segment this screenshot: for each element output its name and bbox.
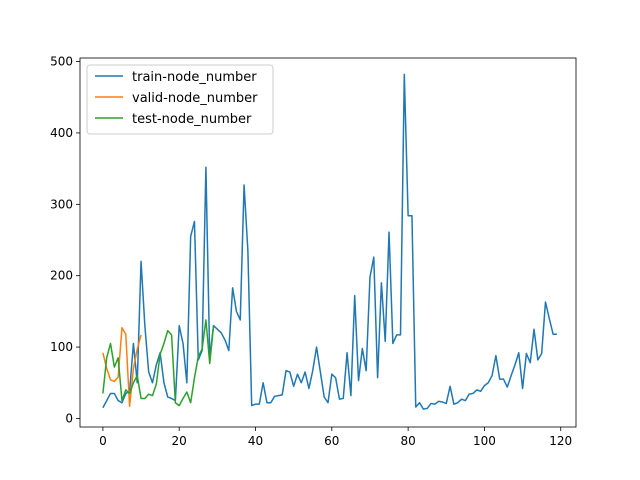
legend-box xyxy=(86,64,274,135)
x-tick-label: 120 xyxy=(549,434,572,448)
x-axis: 0 20 40 60 80 100 120 xyxy=(99,427,572,448)
x-tick-label: 40 xyxy=(248,434,263,448)
y-axis: 0 100 200 300 400 500 xyxy=(50,55,80,425)
series-line-2 xyxy=(102,319,215,407)
legend-label-0: train-node_number xyxy=(132,70,257,85)
y-tick-label: 200 xyxy=(50,269,73,283)
legend: train-node_number valid-node_number test-n… xyxy=(86,64,274,135)
x-tick-label: 20 xyxy=(172,434,187,448)
series-line-1 xyxy=(102,327,142,408)
plot-frame xyxy=(79,57,577,428)
x-tick-label: 80 xyxy=(400,434,415,448)
series-lines xyxy=(102,73,557,410)
x-tick-label: 0 xyxy=(99,434,107,448)
y-tick-label: 500 xyxy=(50,55,73,69)
y-tick-label: 0 xyxy=(65,411,73,425)
x-tick-label: 100 xyxy=(473,434,496,448)
series-line-0 xyxy=(102,73,557,410)
legend-label-1: valid-node_number xyxy=(132,91,258,106)
y-tick-label: 100 xyxy=(50,340,73,354)
x-tick-label: 60 xyxy=(324,434,339,448)
y-tick-label: 400 xyxy=(50,126,73,140)
legend-label-2: test-node_number xyxy=(132,112,252,127)
y-tick-label: 300 xyxy=(50,197,73,211)
